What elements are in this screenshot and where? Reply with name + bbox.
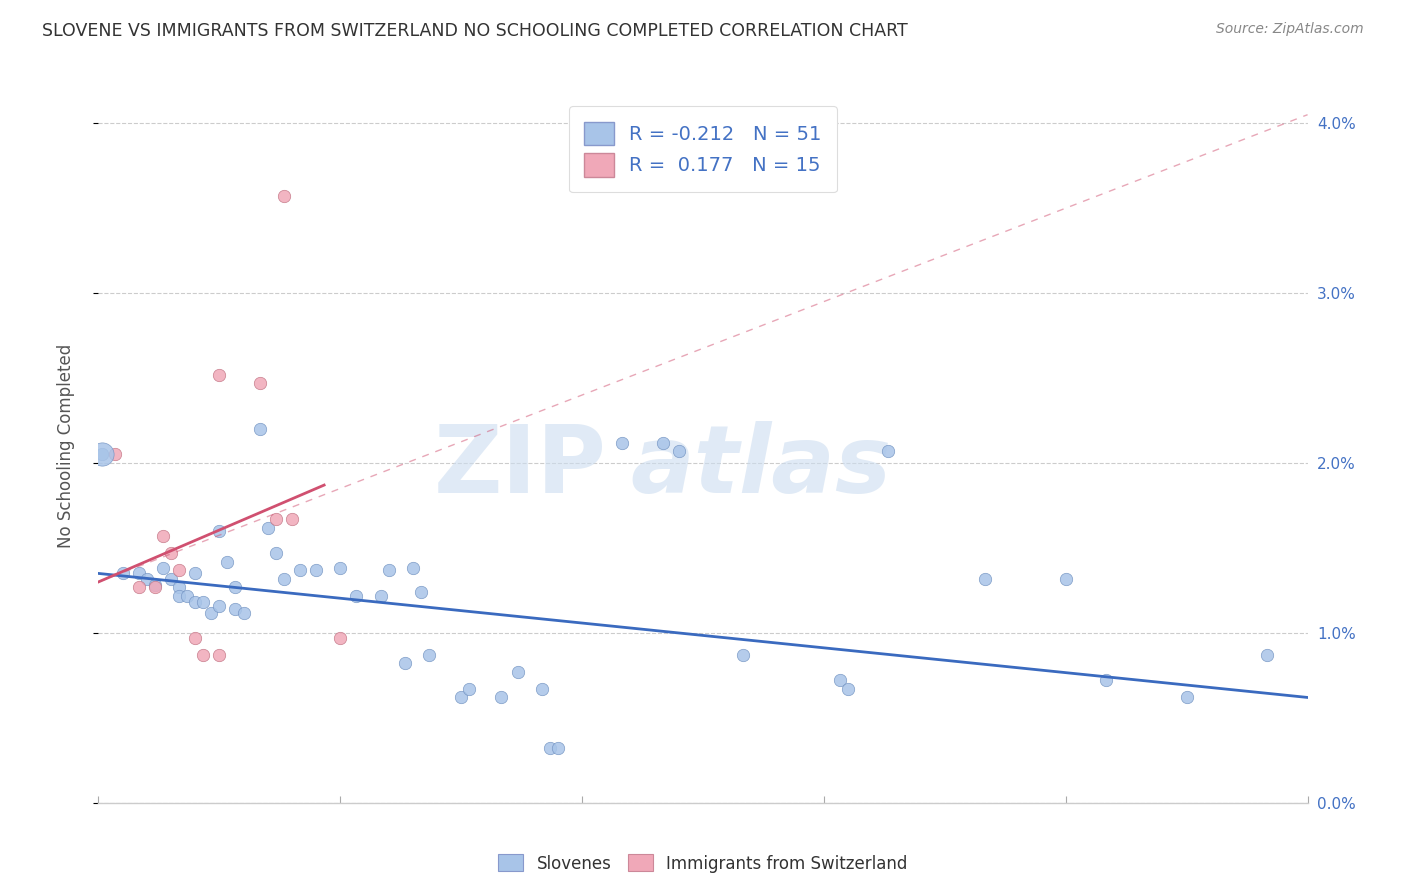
Point bbox=[506, 665, 529, 679]
Point bbox=[224, 602, 246, 616]
Text: Source: ZipAtlas.com: Source: ZipAtlas.com bbox=[1216, 22, 1364, 37]
Point bbox=[1095, 673, 1118, 688]
Text: atlas: atlas bbox=[630, 421, 891, 514]
Point bbox=[344, 589, 367, 603]
Point bbox=[370, 589, 392, 603]
Point bbox=[143, 580, 166, 594]
Point bbox=[208, 648, 231, 662]
Point bbox=[1175, 690, 1198, 705]
Point bbox=[329, 631, 352, 645]
Point bbox=[91, 448, 114, 462]
Point bbox=[733, 648, 755, 662]
Point bbox=[128, 566, 150, 581]
Point bbox=[128, 580, 150, 594]
Point bbox=[1054, 572, 1077, 586]
Point bbox=[184, 631, 207, 645]
Point bbox=[651, 435, 673, 450]
Point bbox=[193, 648, 215, 662]
Legend: Slovenes, Immigrants from Switzerland: Slovenes, Immigrants from Switzerland bbox=[492, 847, 914, 880]
Point bbox=[160, 572, 183, 586]
Point bbox=[167, 563, 190, 577]
Point bbox=[232, 606, 254, 620]
Point bbox=[394, 657, 416, 671]
Point bbox=[450, 690, 472, 705]
Point bbox=[152, 529, 174, 543]
Point bbox=[224, 580, 246, 594]
Point bbox=[143, 578, 166, 592]
Point bbox=[530, 681, 553, 696]
Point bbox=[208, 368, 231, 382]
Point bbox=[329, 561, 352, 575]
Text: ZIP: ZIP bbox=[433, 421, 606, 514]
Point bbox=[974, 572, 997, 586]
Point bbox=[281, 512, 304, 526]
Point bbox=[91, 448, 114, 462]
Point bbox=[184, 595, 207, 609]
Point bbox=[167, 589, 190, 603]
Point bbox=[612, 435, 634, 450]
Point bbox=[273, 572, 295, 586]
Point bbox=[264, 512, 287, 526]
Point bbox=[208, 599, 231, 613]
Y-axis label: No Schooling Completed: No Schooling Completed bbox=[56, 344, 75, 548]
Text: SLOVENE VS IMMIGRANTS FROM SWITZERLAND NO SCHOOLING COMPLETED CORRELATION CHART: SLOVENE VS IMMIGRANTS FROM SWITZERLAND N… bbox=[42, 22, 908, 40]
Point bbox=[828, 673, 851, 688]
Point bbox=[167, 580, 190, 594]
Point bbox=[418, 648, 440, 662]
Point bbox=[256, 520, 278, 534]
Point bbox=[135, 572, 157, 586]
Point bbox=[103, 448, 125, 462]
Point bbox=[217, 555, 239, 569]
Point bbox=[547, 741, 569, 756]
Point bbox=[176, 589, 198, 603]
Point bbox=[184, 566, 207, 581]
Point bbox=[111, 566, 134, 581]
Point bbox=[160, 546, 183, 560]
Point bbox=[264, 546, 287, 560]
Point bbox=[538, 741, 561, 756]
Point bbox=[208, 524, 231, 538]
Point bbox=[305, 563, 328, 577]
Point bbox=[1256, 648, 1278, 662]
Point bbox=[409, 585, 432, 599]
Point bbox=[458, 681, 481, 696]
Point bbox=[377, 563, 399, 577]
Legend: R = -0.212   N = 51, R =  0.177   N = 15: R = -0.212 N = 51, R = 0.177 N = 15 bbox=[569, 106, 837, 193]
Point bbox=[491, 690, 513, 705]
Point bbox=[402, 561, 425, 575]
Point bbox=[249, 376, 271, 391]
Point bbox=[200, 606, 222, 620]
Point bbox=[249, 422, 271, 436]
Point bbox=[668, 444, 690, 458]
Point bbox=[193, 595, 215, 609]
Point bbox=[152, 561, 174, 575]
Point bbox=[837, 681, 859, 696]
Point bbox=[273, 189, 295, 203]
Point bbox=[877, 444, 900, 458]
Point bbox=[288, 563, 311, 577]
